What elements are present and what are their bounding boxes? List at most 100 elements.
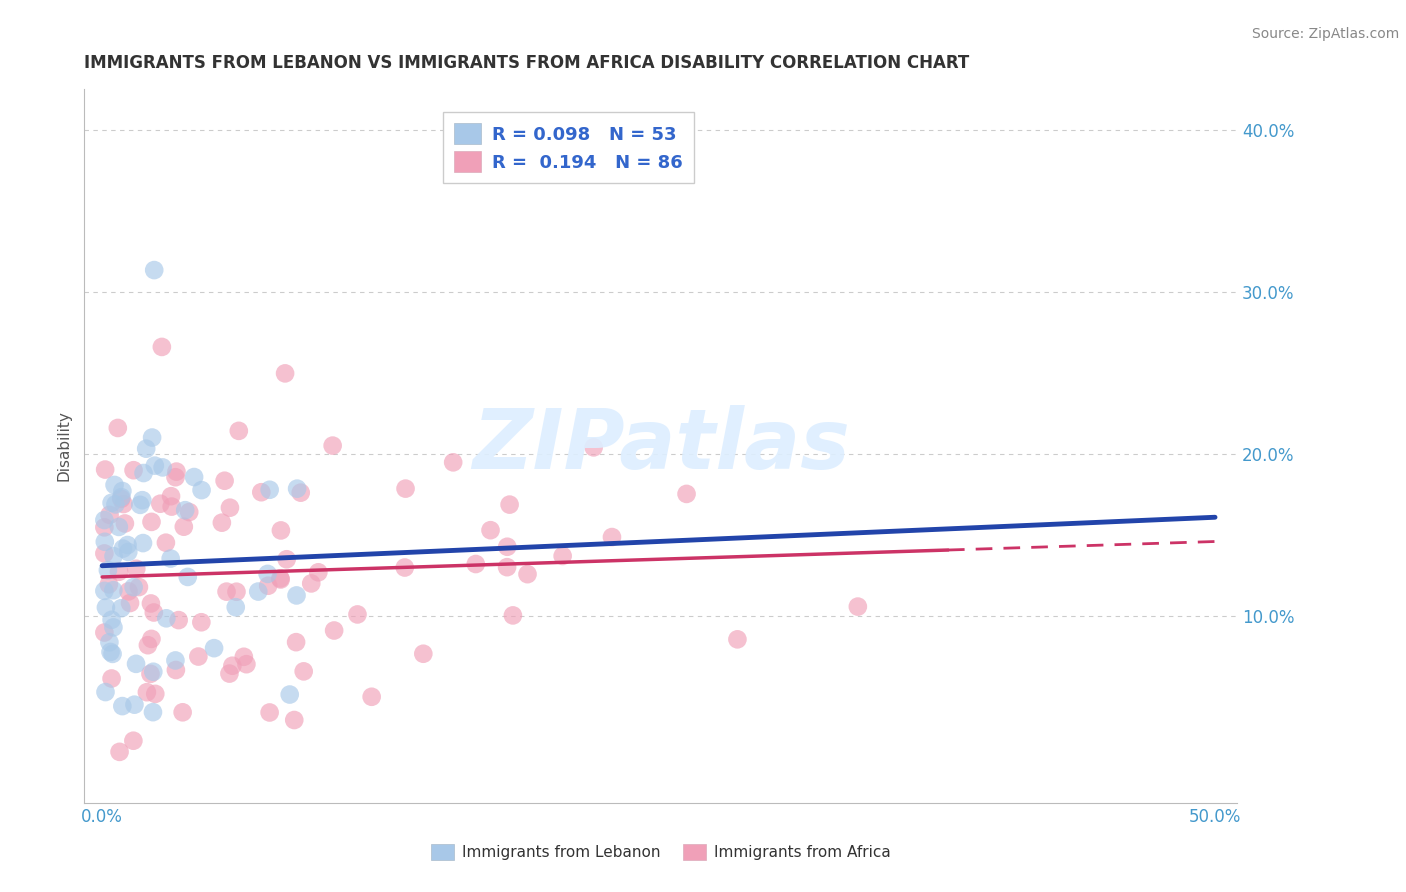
- Legend: Immigrants from Lebanon, Immigrants from Africa: Immigrants from Lebanon, Immigrants from…: [425, 838, 897, 866]
- Point: [270, 524, 292, 538]
- Point: [110, 491, 132, 506]
- Point: [232, 649, 254, 664]
- Point: [142, 705, 165, 719]
- Point: [100, 613, 122, 627]
- Point: [259, 483, 281, 497]
- Point: [285, 635, 308, 649]
- Point: [122, 463, 145, 477]
- Point: [122, 580, 145, 594]
- Point: [152, 460, 174, 475]
- Point: [551, 549, 574, 563]
- Point: [360, 690, 382, 704]
- Point: [110, 490, 132, 504]
- Point: [97, 563, 120, 577]
- Point: [228, 424, 250, 438]
- Point: [93, 513, 115, 527]
- Point: [247, 584, 270, 599]
- Point: [259, 706, 281, 720]
- Point: [215, 584, 238, 599]
- Point: [107, 421, 129, 435]
- Point: [172, 706, 194, 720]
- Point: [299, 576, 322, 591]
- Point: [464, 557, 486, 571]
- Point: [135, 442, 157, 456]
- Point: [322, 439, 344, 453]
- Point: [235, 657, 257, 672]
- Point: [290, 485, 312, 500]
- Point: [174, 503, 197, 517]
- Point: [108, 520, 131, 534]
- Point: [136, 638, 159, 652]
- Point: [93, 546, 115, 560]
- Point: [124, 698, 146, 712]
- Point: [496, 560, 519, 574]
- Point: [111, 483, 134, 498]
- Point: [846, 599, 869, 614]
- Point: [100, 672, 122, 686]
- Point: [394, 482, 416, 496]
- Text: IMMIGRANTS FROM LEBANON VS IMMIGRANTS FROM AFRICA DISABILITY CORRELATION CHART: IMMIGRANTS FROM LEBANON VS IMMIGRANTS FR…: [84, 54, 970, 72]
- Point: [100, 496, 122, 510]
- Text: ZIPatlas: ZIPatlas: [472, 406, 849, 486]
- Point: [221, 658, 243, 673]
- Point: [93, 583, 115, 598]
- Point: [441, 455, 464, 469]
- Point: [283, 713, 305, 727]
- Point: [128, 580, 150, 594]
- Point: [285, 589, 308, 603]
- Point: [129, 498, 152, 512]
- Point: [141, 515, 163, 529]
- Point: [117, 538, 139, 552]
- Point: [103, 583, 125, 598]
- Point: [111, 699, 134, 714]
- Point: [131, 493, 153, 508]
- Point: [173, 519, 195, 533]
- Point: [292, 665, 315, 679]
- Point: [307, 566, 329, 580]
- Point: [183, 470, 205, 484]
- Point: [141, 431, 163, 445]
- Point: [190, 483, 212, 497]
- Point: [190, 615, 212, 630]
- Point: [225, 600, 247, 615]
- Point: [125, 657, 148, 671]
- Point: [104, 497, 127, 511]
- Point: [256, 566, 278, 581]
- Point: [202, 641, 225, 656]
- Point: [94, 685, 117, 699]
- Point: [103, 478, 125, 492]
- Point: [285, 482, 308, 496]
- Point: [160, 489, 183, 503]
- Point: [111, 541, 134, 556]
- Point: [103, 549, 125, 563]
- Point: [502, 608, 524, 623]
- Point: [125, 562, 148, 576]
- Point: [250, 485, 273, 500]
- Point: [516, 567, 538, 582]
- Point: [143, 263, 166, 277]
- Point: [93, 625, 115, 640]
- Point: [118, 596, 141, 610]
- Point: [117, 545, 139, 559]
- Point: [276, 552, 298, 566]
- Point: [394, 560, 416, 574]
- Point: [218, 666, 240, 681]
- Point: [122, 733, 145, 747]
- Point: [479, 523, 502, 537]
- Point: [98, 508, 121, 522]
- Point: [94, 600, 117, 615]
- Point: [139, 597, 162, 611]
- Point: [150, 340, 173, 354]
- Point: [498, 498, 520, 512]
- Point: [97, 577, 120, 591]
- Point: [132, 466, 155, 480]
- Point: [725, 632, 748, 647]
- Point: [167, 613, 190, 627]
- Point: [257, 579, 280, 593]
- Point: [219, 500, 242, 515]
- Point: [93, 520, 115, 534]
- Point: [114, 516, 136, 531]
- Point: [112, 497, 135, 511]
- Point: [225, 584, 247, 599]
- Point: [100, 645, 122, 659]
